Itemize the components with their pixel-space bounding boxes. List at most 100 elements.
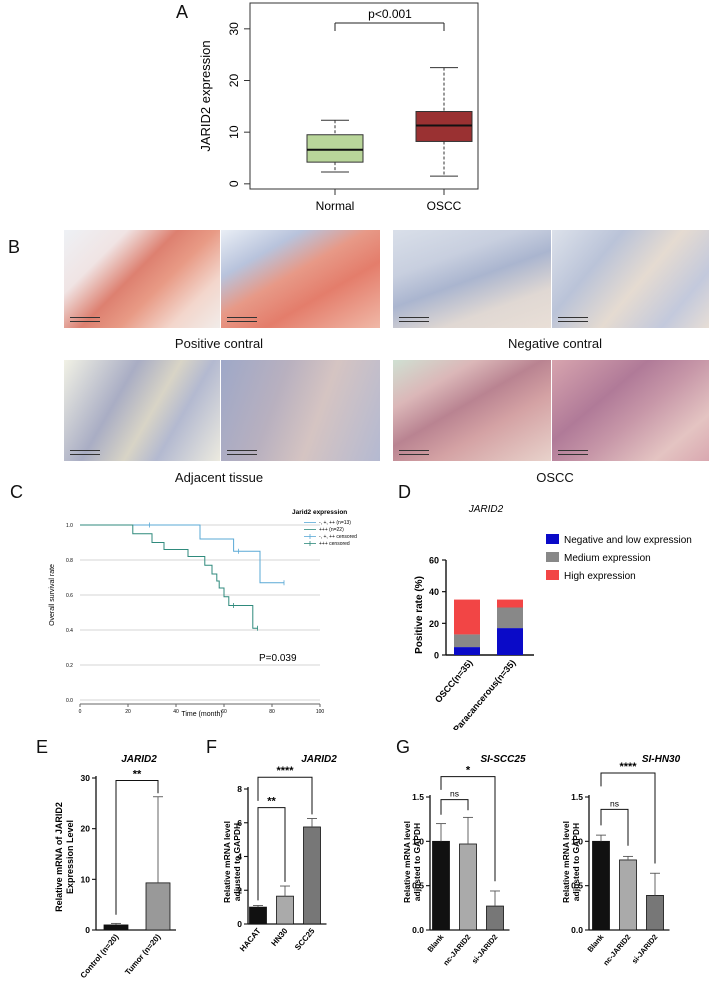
- p-value: p<0.001: [368, 7, 412, 21]
- significance-bracket: [600, 772, 656, 864]
- y-axis-label-line1: Relative mRNA of JARID2: [54, 802, 64, 912]
- micrograph-negative-control-low: [393, 230, 551, 328]
- bar-blank: [592, 840, 610, 931]
- y-tick-label: 0: [237, 919, 242, 929]
- y-tick-label: 6: [237, 818, 242, 828]
- caption-adjacent-tissue: Adjacent tissue: [174, 470, 264, 485]
- x-tick-label: nc-JARID2: [601, 933, 632, 968]
- x-tick-label: Tumor (n=20): [123, 932, 162, 977]
- y-tick-label: 20: [81, 824, 91, 834]
- bar-segment: [454, 647, 480, 655]
- bar-chart-cell-lines: JARID2 Relative mRNA leveladjusted to GA…: [222, 754, 337, 953]
- bar-segment: [454, 634, 480, 648]
- bar-segment: [497, 599, 523, 608]
- y-axis-label-line2: adjusted to GAPDH: [232, 823, 242, 901]
- significance-label: *: [466, 765, 471, 777]
- y-axis-label-line2: Expression Level: [65, 820, 75, 894]
- legend-label: Medium expression: [564, 553, 651, 564]
- y-tick-label: 0.4: [66, 628, 73, 634]
- y-tick-label: 1.0: [412, 836, 424, 846]
- legend-label: -, +, ++ (n=13): [319, 520, 351, 526]
- bar-chart-tumor-vs-control: JARID2 Relative mRNA of JARID2Expression…: [54, 754, 176, 980]
- y-tick-label: 0.0: [412, 925, 424, 935]
- survival-curve-high: [80, 524, 258, 629]
- y-tick-label: 0.0: [571, 925, 583, 935]
- micrograph-positive-control-low: [64, 230, 220, 328]
- significance-label: **: [133, 769, 142, 781]
- bar-nc-jarid2: [619, 859, 637, 931]
- y-axis-label-line1: Relative mRNA level: [561, 821, 571, 903]
- y-tick-label: 20: [429, 619, 439, 629]
- x-tick-label: 80: [269, 709, 275, 715]
- bar-chart-si-hn30: SI-HN30 Relative mRNA leveladjusted to G…: [561, 754, 681, 968]
- x-tick-label: HN30: [269, 926, 289, 948]
- legend-label: High expression: [564, 571, 636, 582]
- bar-segment: [454, 599, 480, 635]
- bar-si-jarid2: [646, 895, 664, 931]
- x-tick-label: Blank: [426, 932, 447, 954]
- bar-segment: [497, 628, 523, 655]
- y-tick-label: 8: [237, 784, 242, 794]
- y-tick-label: 0.6: [66, 593, 73, 599]
- x-tick-label: Normal: [316, 199, 355, 213]
- panel-label-g: G: [396, 737, 411, 757]
- bar-control-n-20-: [103, 924, 129, 931]
- panel-label-a: A: [176, 2, 189, 22]
- y-tick-label: 10: [227, 125, 241, 139]
- p-value: P=0.039: [259, 653, 297, 664]
- y-axis-label: Relative mRNA leveladjusted to GAPDH: [222, 821, 242, 903]
- significance-label: ****: [276, 765, 294, 777]
- significance-bracket: [440, 776, 496, 882]
- y-axis-label-line1: Relative mRNA level: [222, 821, 232, 903]
- y-axis-label-line2: adjusted to GAPDH: [571, 823, 581, 901]
- x-tick-label: 100: [316, 709, 325, 715]
- bar-blank: [432, 840, 450, 931]
- y-tick-label: 60: [429, 556, 439, 566]
- micrograph-oscc-high: [552, 360, 709, 461]
- y-tick-label: 10: [81, 874, 91, 884]
- chart-title: JARID2: [301, 754, 337, 765]
- y-tick-label: 30: [81, 773, 91, 783]
- x-tick-label: nc-JARID2: [441, 933, 472, 968]
- y-axis-label: Relative mRNA leveladjusted to GAPDH: [561, 821, 581, 903]
- bar-tumor-n-20-: [145, 882, 171, 931]
- x-tick-label: Blank: [586, 932, 607, 954]
- micrograph-adjacent-high: [221, 360, 380, 461]
- box-normal: [306, 134, 364, 163]
- y-tick-label: 20: [227, 74, 241, 88]
- legend-label: +++ censored: [319, 541, 350, 547]
- y-axis-label: Positive rate (%): [414, 576, 425, 654]
- significance-bracket: [440, 799, 469, 815]
- survival-curve: 0.0 0.2 0.4 0.6 0.8 1.0 0 20 40 60 80 100 Overall s…: [49, 509, 357, 718]
- legend-label: Negative and low expression: [564, 535, 692, 546]
- y-tick-label: 1.0: [571, 836, 583, 846]
- x-tick-label: 60: [221, 709, 227, 715]
- chart-title: SI-HN30: [642, 754, 681, 765]
- y-tick-label: 0: [434, 651, 439, 661]
- y-tick-label: 0.5: [571, 881, 583, 891]
- x-tick-label: Control (n=20): [79, 932, 121, 980]
- significance-label: ****: [619, 761, 637, 773]
- bar-chart-si-scc25: SI-SCC25 Relative mRNA leveladjusted to …: [402, 754, 526, 968]
- x-tick-label: OSCC(n=35): [433, 658, 475, 705]
- y-tick-label: 30: [227, 22, 241, 36]
- x-tick-label: si-JARID2: [630, 933, 660, 966]
- x-tick-label: si-JARID2: [470, 933, 500, 966]
- bar-scc25: [303, 826, 321, 925]
- stacked-bar-chart: JARID2 Positive rate (%) 0 20 40 60 OSCC(n=…: [414, 504, 692, 730]
- legend-swatch: [546, 552, 559, 562]
- x-axis-label: Time (month): [181, 711, 222, 718]
- panel-label-b: B: [8, 237, 21, 257]
- panel-label-f: F: [206, 737, 217, 757]
- caption-negative-control: Negative contral: [508, 336, 602, 351]
- y-tick-label: 1.5: [571, 792, 583, 802]
- bar-hn30: [276, 895, 294, 925]
- y-tick-label: 1.0: [66, 523, 73, 529]
- micrograph-negative-control-high: [552, 230, 709, 328]
- y-tick-label: 0.2: [66, 663, 73, 669]
- y-tick-label: 0.8: [66, 558, 73, 564]
- chart-title: SI-SCC25: [480, 754, 525, 765]
- survival-curve-low: [80, 524, 284, 584]
- legend-label: +++ (n=22): [319, 527, 344, 533]
- y-tick-label: 0: [85, 925, 90, 935]
